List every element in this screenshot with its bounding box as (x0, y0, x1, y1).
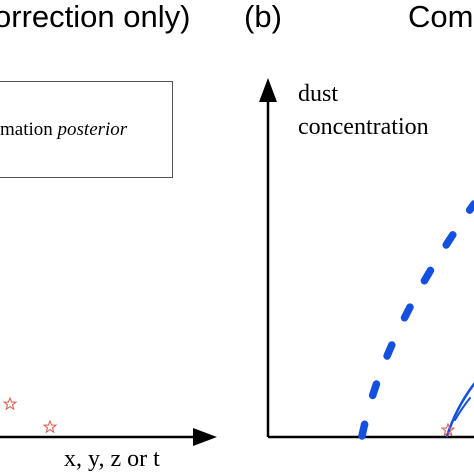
legend-label: mation posterior (0, 118, 127, 142)
left-star-marker (43, 420, 57, 433)
legend-label-italic: posterior (57, 119, 128, 140)
left-x-axis-arrowhead (193, 428, 217, 446)
right-panel-title: Com (408, 0, 474, 34)
left-x-axis-label: x, y, z or t (64, 446, 160, 472)
legend-label-regular: mation (0, 119, 58, 140)
right-y-axis-label-line2: concentration (298, 114, 429, 140)
left-x-axis (0, 428, 217, 446)
left-star-marker (3, 397, 17, 410)
left-panel-title: orrection only) (0, 0, 191, 34)
dashed-concentration-curve (358, 200, 474, 440)
panel-b-label: (b) (244, 0, 282, 34)
solid-concentration-curve-spread (454, 397, 471, 421)
right-axes (259, 78, 474, 439)
legend-box (0, 81, 173, 178)
solid-concentration-curve (445, 382, 474, 438)
right-y-axis-label-line1: dust (298, 81, 339, 107)
right-y-axis-arrowhead (259, 78, 277, 102)
